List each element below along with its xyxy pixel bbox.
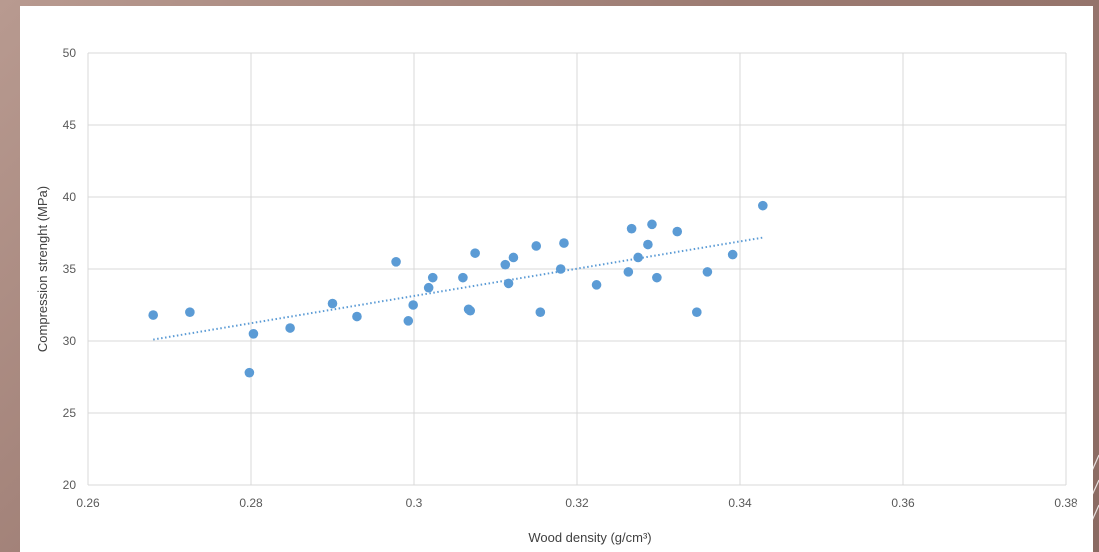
y-tick-label: 40 <box>63 190 77 204</box>
x-tick-label: 0.36 <box>891 496 915 510</box>
data-point <box>148 310 158 320</box>
x-tick-label: 0.28 <box>239 496 263 510</box>
x-tick-label: 0.32 <box>565 496 589 510</box>
y-tick-label: 45 <box>63 118 77 132</box>
data-point <box>727 249 738 260</box>
data-point <box>408 300 418 310</box>
data-point <box>508 252 519 263</box>
data-point <box>185 307 195 318</box>
x-axis-title: Wood density (g/cm³) <box>528 530 651 545</box>
data-point <box>500 259 511 270</box>
x-tick-label: 0.38 <box>1054 496 1078 510</box>
x-tick-labels: 0.26 0.28 0.3 0.32 0.34 0.36 0.38 <box>76 496 1078 510</box>
data-point <box>531 241 542 251</box>
data-point <box>555 264 566 274</box>
y-tick-label: 20 <box>63 478 77 492</box>
y-tick-label: 25 <box>63 406 77 420</box>
data-point <box>623 267 634 277</box>
data-point <box>652 272 662 283</box>
data-point <box>672 226 683 237</box>
data-point <box>702 267 713 277</box>
data-point <box>647 219 657 230</box>
data-point <box>465 305 476 316</box>
data-point <box>285 323 295 333</box>
data-point <box>503 278 514 289</box>
data-point <box>470 248 480 258</box>
chart-card: 20 25 30 35 40 45 50 0.26 0.28 0.3 0.32 0.34 0.36 0.… <box>20 6 1093 552</box>
y-tick-label: 35 <box>63 262 77 276</box>
data-point <box>559 238 569 248</box>
data-point <box>458 272 468 283</box>
data-point <box>244 367 255 378</box>
y-tick-labels: 20 25 30 35 40 45 50 <box>63 46 77 492</box>
data-point <box>427 272 438 283</box>
data-point <box>633 252 643 263</box>
data-point <box>248 329 259 339</box>
y-tick-label: 50 <box>63 46 77 60</box>
data-point <box>391 257 401 267</box>
data-point <box>591 280 602 290</box>
trendline <box>153 236 765 341</box>
data-point <box>352 311 362 322</box>
x-tick-label: 0.26 <box>76 496 100 510</box>
data-point <box>692 307 702 318</box>
y-axis-title: Compression strenght (MPa) <box>35 186 50 352</box>
data-point <box>403 316 414 326</box>
data-point <box>758 200 768 211</box>
x-tick-label: 0.34 <box>728 496 752 510</box>
data-points <box>148 200 768 378</box>
y-tick-label: 30 <box>63 334 77 348</box>
data-point <box>423 282 434 293</box>
x-tick-label: 0.3 <box>406 496 423 510</box>
data-point <box>535 307 546 318</box>
data-point <box>643 239 653 250</box>
gridlines <box>87 52 1067 486</box>
data-point <box>626 223 637 234</box>
data-point <box>327 298 338 309</box>
